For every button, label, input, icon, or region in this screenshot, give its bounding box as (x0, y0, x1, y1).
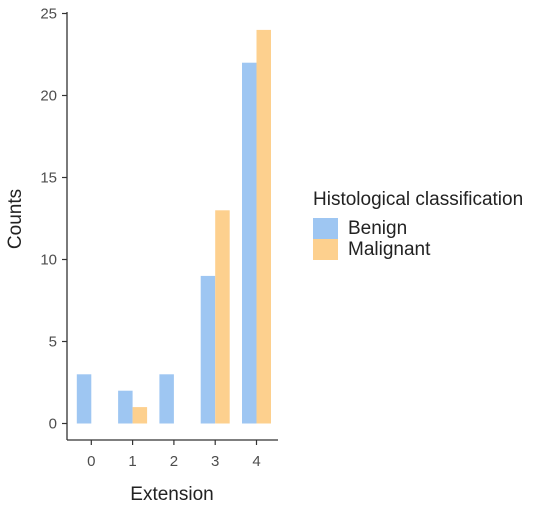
y-axis-title: Counts (5, 189, 26, 249)
bar-benign-0 (76, 374, 92, 424)
y-axis-ticks: 0 5 10 15 20 25 (40, 6, 67, 433)
y-tick-label: 15 (40, 170, 57, 187)
legend-label-benign: Benign (348, 218, 407, 239)
y-tick-label: 25 (40, 6, 57, 23)
bar-benign-2 (159, 374, 174, 424)
x-tick-label: 0 (87, 453, 95, 470)
bars-group (76, 29, 271, 424)
y-tick-label: 5 (49, 334, 57, 351)
bar-benign-3 (200, 275, 216, 424)
x-tick-label: 4 (252, 453, 260, 470)
bar-benign-1 (118, 390, 133, 424)
x-tick-label: 2 (170, 453, 178, 470)
x-axis-title: Extension (130, 484, 213, 505)
legend-key-benign (313, 218, 338, 239)
legend: Histological classification BenignMalign… (313, 189, 523, 260)
bar-malignant-3 (215, 210, 230, 424)
x-tick-label: 1 (128, 453, 136, 470)
x-tick-label: 3 (211, 453, 219, 470)
legend-title: Histological classification (313, 189, 523, 210)
y-tick-label: 10 (40, 252, 57, 269)
bar-malignant-4 (256, 29, 271, 424)
bar-benign-4 (242, 62, 257, 424)
bar-malignant-1 (132, 407, 148, 424)
legend-key-malignant (313, 239, 338, 260)
y-tick-label: 0 (49, 416, 57, 433)
x-axis-ticks: 0 1 2 3 4 (87, 440, 261, 470)
plot-area: 0 5 10 15 20 25 0 1 2 3 4 (40, 6, 278, 470)
legend-label-malignant: Malignant (348, 239, 431, 260)
y-tick-label: 20 (40, 88, 57, 105)
